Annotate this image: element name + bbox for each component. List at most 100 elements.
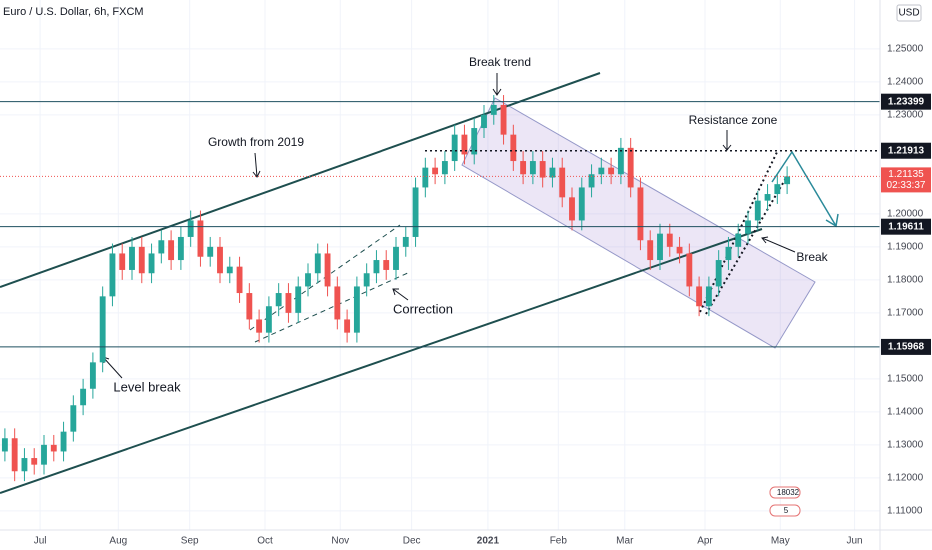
candle-body — [21, 458, 28, 472]
annotation-arrows — [102, 73, 796, 379]
x-tick-label: Mar — [616, 536, 634, 547]
candle-body — [314, 253, 321, 274]
x-tick-label: Sep — [181, 536, 199, 547]
candle-body — [539, 161, 546, 178]
y-tick-label: 1.11000 — [887, 505, 923, 516]
candle-body — [158, 240, 165, 254]
candle-body — [1, 438, 8, 452]
candle-body — [578, 187, 585, 221]
badge — [769, 486, 801, 499]
candle-body — [197, 220, 204, 257]
candle-body — [529, 161, 536, 175]
candle-body — [246, 293, 253, 320]
candle-body — [119, 253, 126, 270]
candle-body — [637, 187, 644, 241]
currency: USD — [898, 8, 919, 19]
x-tick-label: Jul — [34, 536, 47, 547]
candle-body — [11, 438, 18, 472]
candle-body — [226, 266, 233, 274]
candle-body — [617, 147, 624, 175]
candle-body — [177, 236, 184, 261]
candle-body — [676, 246, 683, 254]
candle-body — [295, 286, 302, 313]
candle-body — [666, 233, 673, 247]
y-tick-label: 1.23000 — [887, 109, 924, 120]
y-tick-label: 1.18000 — [887, 274, 924, 285]
y-tick-label: 1.17000 — [887, 307, 924, 318]
candle-body — [569, 197, 575, 221]
y-tick-label: 1.25000 — [887, 43, 924, 54]
candle-body — [275, 293, 282, 307]
candle-body — [138, 246, 145, 274]
candle-body — [490, 104, 497, 115]
candle-body — [187, 220, 194, 237]
candle-body — [432, 167, 439, 175]
candle-body — [383, 260, 390, 270]
rising-channel-line — [705, 177, 787, 315]
candle-body — [80, 388, 87, 406]
y-tick-label: 1.20000 — [887, 208, 924, 219]
x-tick-label: Jun — [847, 536, 863, 547]
y-tick-label: 1.12000 — [887, 472, 924, 483]
candle-body — [265, 306, 272, 333]
candle-body — [70, 405, 77, 432]
x-tick-label: Oct — [257, 536, 273, 547]
level-label: 1.23399 — [888, 96, 925, 107]
candle-body — [647, 240, 654, 261]
annotation: Break — [796, 250, 828, 264]
candle-body — [41, 444, 47, 465]
candle-body — [471, 128, 478, 155]
candle-body — [285, 293, 292, 313]
candle-body — [500, 104, 507, 135]
lower-trend-line — [0, 228, 763, 494]
upper-trend-line — [0, 72, 601, 288]
candle-body — [89, 362, 96, 389]
level-label: 1.15968 — [888, 342, 925, 353]
annotation: Correction — [393, 301, 453, 316]
level-label-box — [881, 218, 931, 235]
candle-body — [520, 161, 527, 175]
badge-text: 5 — [784, 506, 789, 515]
candle-body — [696, 286, 703, 307]
candle-body — [764, 194, 771, 201]
y-tick-label: 1.15000 — [887, 373, 924, 384]
currency-box[interactable] — [896, 4, 922, 22]
candle-body — [559, 167, 566, 198]
candle-body — [627, 147, 634, 188]
levels: 1.23399 1.21913 1.19611 1.15968 1.2113502:33… — [0, 93, 931, 355]
x-tick-label: Nov — [331, 536, 349, 547]
candle-body — [588, 174, 595, 188]
candle-body — [510, 134, 517, 162]
last-price-label: 1.21135 — [888, 169, 924, 180]
candle-body — [207, 246, 214, 257]
candle-body — [657, 233, 663, 261]
candle-body — [363, 273, 370, 287]
level-label: 1.19611 — [888, 221, 924, 232]
x-tick-label: 2021 — [477, 536, 500, 547]
candle-body — [109, 253, 116, 297]
candle-body — [99, 296, 106, 363]
candle-body — [774, 184, 781, 195]
candle-body — [715, 260, 722, 287]
x-tick-label: Feb — [550, 536, 568, 547]
last-price-box — [881, 167, 931, 193]
candle-body — [344, 319, 351, 333]
candle-body — [31, 458, 38, 465]
annotation: Level break — [113, 379, 181, 394]
candle-body — [256, 319, 263, 333]
candle-body — [686, 253, 693, 287]
candle-body — [324, 253, 331, 287]
candle-body — [451, 134, 458, 162]
annotation: Break trend — [469, 55, 531, 69]
y-tick-label: 1.19000 — [887, 241, 924, 252]
candle-body — [129, 246, 135, 270]
candle-body — [148, 253, 155, 274]
candle-body — [168, 240, 175, 261]
candle-body — [60, 431, 67, 452]
candle-body — [608, 167, 615, 175]
projection-arrow — [771, 150, 837, 227]
candle-body — [217, 246, 223, 274]
